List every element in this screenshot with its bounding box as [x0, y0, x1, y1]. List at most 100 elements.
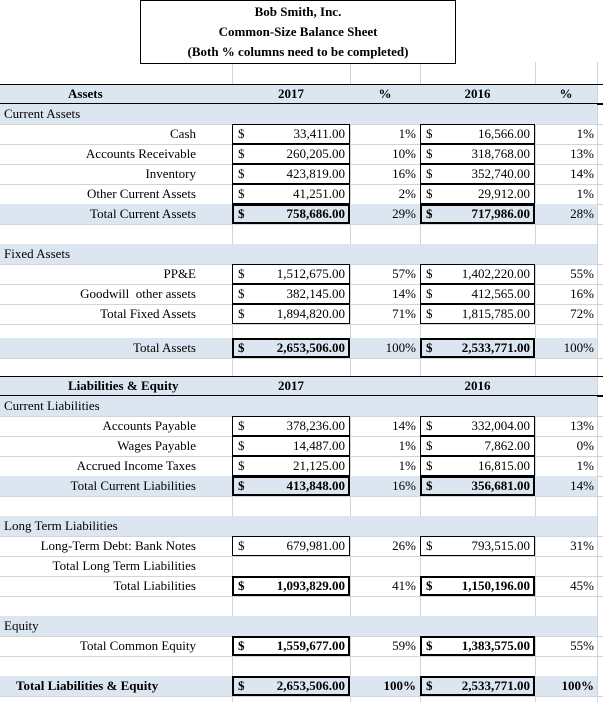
section-title: Long Term Liabilities [4, 518, 118, 533]
title-line: (Both % columns need to be completed) [187, 44, 409, 59]
percent: 55% [570, 266, 594, 281]
percent: 2% [398, 186, 416, 201]
section-title: Current Assets [4, 106, 81, 121]
currency: $ [426, 266, 433, 281]
currency: $ [426, 206, 433, 221]
percent: 100% [561, 678, 595, 693]
currency: $ [426, 146, 433, 161]
amount-cell [420, 456, 535, 476]
amount-cell [420, 536, 535, 556]
column-header: 2016 [464, 378, 491, 393]
amount: 1,894,820.00 [276, 306, 345, 321]
column-header: 2016 [464, 86, 491, 101]
amount-cell [232, 304, 350, 324]
currency: $ [238, 286, 245, 301]
percent: 26% [392, 538, 416, 553]
percent: 16% [392, 478, 416, 493]
row-label: Total Fixed Assets [100, 306, 196, 321]
percent: 1% [398, 458, 416, 473]
section-title: Current Liabilities [4, 398, 100, 413]
amount: 1,815,785.00 [461, 306, 530, 321]
grid-line [0, 84, 603, 85]
amount-cell [232, 144, 350, 164]
section-title: Fixed Assets [4, 246, 71, 261]
grid-line [0, 596, 603, 597]
row-label: Total Current Assets [90, 206, 196, 221]
grid-line [0, 656, 603, 657]
currency: $ [426, 306, 433, 321]
column-header: % [378, 86, 392, 101]
amount: 2,653,506.00 [276, 678, 345, 693]
currency: $ [238, 266, 245, 281]
amount-cell [232, 536, 350, 556]
amount: 29,912.00 [478, 186, 530, 201]
amount-cell [420, 576, 535, 596]
amount-cell [232, 338, 350, 358]
amount-cell [420, 184, 535, 204]
currency: $ [238, 638, 245, 653]
percent: 29% [392, 206, 416, 221]
currency: $ [426, 538, 433, 553]
row-label: Accrued Income Taxes [76, 458, 196, 473]
amount-cell [232, 436, 350, 456]
row-fill [0, 396, 597, 416]
amount-cell [232, 636, 350, 656]
row-fill [0, 376, 597, 396]
amount: 758,686.00 [286, 206, 346, 221]
row-fill [0, 338, 597, 358]
percent: 72% [570, 306, 594, 321]
percent: 100% [385, 340, 416, 355]
column-header: 2017 [278, 378, 304, 393]
amount: 14,487.00 [293, 438, 345, 453]
row-label: Total Current Liabilities [70, 478, 196, 493]
amount-cell [420, 636, 535, 656]
currency: $ [426, 186, 433, 201]
percent: 16% [570, 286, 594, 301]
percent: 16% [392, 166, 416, 181]
amount-cell [232, 676, 350, 696]
amount: 318,768.00 [471, 146, 531, 161]
row-fill [0, 204, 597, 224]
currency: $ [426, 166, 433, 181]
percent: 100% [563, 340, 594, 355]
percent: 0% [576, 438, 594, 453]
percent: 1% [576, 458, 594, 473]
row-fill [0, 516, 597, 536]
row-label: Accounts Receivable [85, 146, 196, 161]
amount-cell [232, 204, 350, 224]
percent: 14% [570, 166, 594, 181]
amount: 356,681.00 [471, 478, 531, 493]
percent: 14% [570, 478, 594, 493]
percent: 1% [398, 126, 416, 141]
currency: $ [238, 458, 245, 473]
percent: 1% [576, 126, 594, 141]
amount-cell [232, 264, 350, 284]
currency: $ [426, 286, 433, 301]
currency: $ [238, 306, 245, 321]
amount: 382,145.00 [286, 286, 346, 301]
amount: 33,411.00 [293, 126, 345, 141]
amount-cell [232, 284, 350, 304]
amount-cell [420, 436, 535, 456]
amount-cell [232, 416, 350, 436]
row-label: Wages Payable [117, 438, 196, 453]
currency: $ [238, 418, 245, 433]
row-label: Total Liabilities [113, 578, 197, 593]
currency: $ [238, 206, 245, 221]
percent: 1% [398, 438, 416, 453]
percent: 31% [570, 538, 594, 553]
row-fill [0, 244, 597, 264]
amount: 423,819.00 [286, 166, 346, 181]
percent: 41% [392, 578, 416, 593]
row-label: Inventory [145, 166, 196, 181]
row-label: Other Current Assets [86, 186, 196, 201]
percent: 14% [392, 418, 416, 433]
grid-line [0, 324, 603, 325]
column-header: Liabilities & Equity [68, 378, 179, 393]
amount: 1,559,677.00 [276, 638, 345, 653]
amount: 1,093,829.00 [276, 578, 345, 593]
amount: 1,150,196.00 [461, 578, 530, 593]
amount: 2,653,506.00 [276, 340, 345, 355]
amount: 332,004.00 [471, 418, 531, 433]
